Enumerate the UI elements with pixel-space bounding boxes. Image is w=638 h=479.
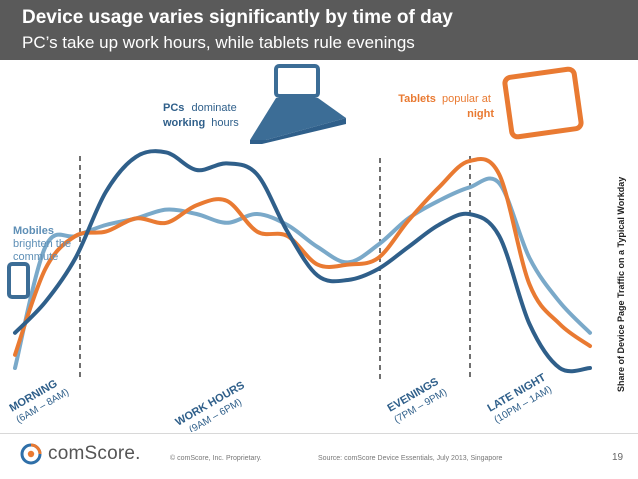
annotation-mobile-line-2: commute bbox=[13, 251, 58, 263]
slide-header: Device usage varies significantly by tim… bbox=[0, 0, 638, 60]
mobile-annotation: Mobiles brighten the commute bbox=[13, 225, 74, 263]
annotation-pc-bold: PCs bbox=[163, 102, 184, 114]
annotation-tablet-line-1: popular at bbox=[442, 93, 491, 105]
footer-divider bbox=[0, 433, 638, 434]
tablet-icon bbox=[502, 66, 584, 140]
brand-name: comScore. bbox=[48, 443, 141, 464]
y-axis-label: Share of Device Page Traffic on a Typica… bbox=[616, 177, 626, 392]
copyright-text: © comScore, Inc. bbox=[170, 455, 224, 462]
annotation-mobile-bold: Mobiles bbox=[13, 225, 54, 237]
slide-title: Device usage varies significantly by tim… bbox=[22, 7, 453, 28]
annotation-pc-line-3: hours bbox=[211, 117, 239, 129]
annotation-tablet-bold-line: Tablets bbox=[398, 93, 436, 105]
annotation-mobile-line-1: brighten the bbox=[13, 238, 71, 250]
annotation-pc-line-1: dominate bbox=[191, 102, 236, 114]
laptop-icon bbox=[250, 64, 346, 144]
slide-subtitle: PC’s take up work hours, while tablets r… bbox=[22, 33, 415, 52]
series-line-tablet bbox=[13, 157, 592, 357]
series-line-pc bbox=[13, 149, 592, 374]
comscore-logo-icon bbox=[20, 443, 42, 465]
period-label-morning: MORNING (6AM – 8AM) bbox=[8, 378, 72, 426]
comscore-logo: comScore. bbox=[20, 443, 141, 465]
tablet-annotation: Tablets popular at night bbox=[398, 93, 494, 120]
pc-annotation: PCs dominate working hours bbox=[162, 102, 240, 129]
period-label-late-night: LATE NIGHT (10PM – 1AM) bbox=[486, 371, 554, 425]
device-usage-chart: Mobiles brighten the commute PCs dominat… bbox=[7, 64, 626, 432]
period-label-evenings: EVENINGS (7PM – 9PM) bbox=[386, 376, 450, 426]
mobile-phone-icon bbox=[7, 262, 30, 299]
proprietary-text: Proprietary. bbox=[226, 455, 262, 462]
series-layer bbox=[13, 149, 592, 374]
annotation-tablet-line-2: night bbox=[467, 108, 494, 120]
page-number: 19 bbox=[612, 452, 624, 463]
source-text: Source: comScore Device Essentials, July… bbox=[318, 455, 503, 462]
period-label-work-hours: WORK HOURS (9AM – 6PM) bbox=[174, 379, 247, 432]
annotation-pc-line-2: working bbox=[162, 117, 205, 129]
series-line-mobile bbox=[13, 176, 592, 370]
